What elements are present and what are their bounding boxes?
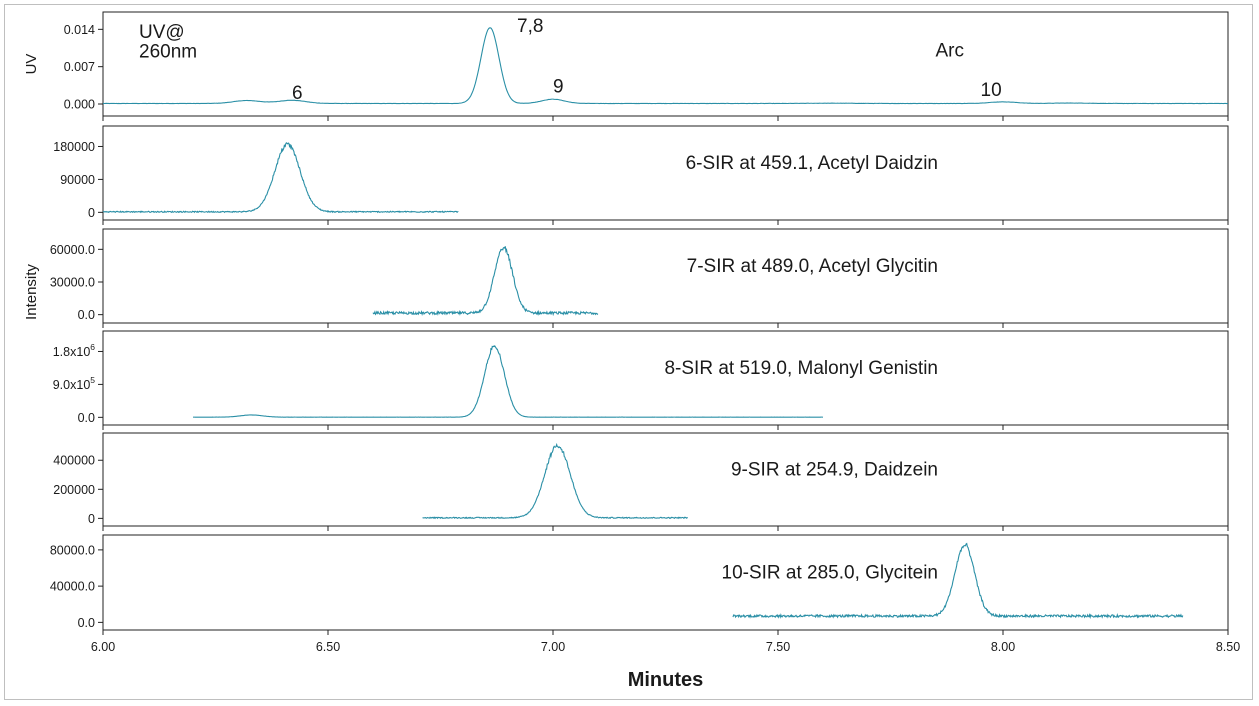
x-tick-label: 6.00 bbox=[91, 640, 115, 654]
panel-frame bbox=[102, 534, 1229, 631]
y-tick-label: 180000 bbox=[53, 140, 95, 154]
peak-annotation: 7,8 bbox=[517, 16, 543, 37]
x-tick-label: 6.50 bbox=[316, 640, 340, 654]
panel-frame bbox=[102, 11, 1229, 117]
y-tick-label: 60000.0 bbox=[50, 243, 95, 257]
panel-frame bbox=[102, 125, 1229, 221]
peak-annotation: 260nm bbox=[139, 42, 197, 63]
panel-label: 8-SIR at 519.0, Malonyl Genistin bbox=[664, 358, 938, 379]
trace-sir9 bbox=[422, 442, 688, 520]
trace-sir10 bbox=[732, 542, 1184, 620]
y-tick-label: 90000 bbox=[60, 173, 95, 187]
figure-frame bbox=[4, 4, 1253, 700]
y-tick-label: 0.0 bbox=[78, 616, 95, 630]
y-tick-label: 200000 bbox=[53, 483, 95, 497]
trace-sir6 bbox=[102, 142, 459, 214]
panel-sir6: 0 90000 180000 6-SIR at 459.1, Acetyl Daidz… bbox=[53, 125, 1229, 225]
y-tick-label: 0.007 bbox=[64, 60, 95, 74]
peak-annotation: 6 bbox=[292, 83, 303, 104]
y-tick-label: 400000 bbox=[53, 454, 95, 468]
panel-frame bbox=[102, 228, 1229, 324]
panel-frame bbox=[102, 432, 1229, 527]
y-tick-label: 0.000 bbox=[64, 98, 95, 112]
panel-sir10: 0.0 40000.0 80000.0 10-SIR at 285.0, Glycit… bbox=[50, 534, 1240, 654]
x-tick-label: 8.00 bbox=[991, 640, 1015, 654]
trace-sir7 bbox=[372, 246, 599, 317]
peak-annotation: UV@ bbox=[139, 22, 185, 43]
y-tick-label: 0.014 bbox=[64, 23, 95, 37]
panel-sir8: 0.0 9.0x105 1.8x106 8-SIR at 519.0, Malonyl… bbox=[53, 330, 1229, 430]
trace-sir8 bbox=[192, 344, 824, 418]
panel-uv: 0.000 0.007 0.014 UV UV@260nm 6 7,8 9 Arc 10 bbox=[23, 11, 1229, 121]
y-tick-label: 9.0x105 bbox=[53, 375, 96, 392]
y-tick-label: 30000.0 bbox=[50, 275, 95, 289]
panel-label: 9-SIR at 254.9, Daidzein bbox=[731, 460, 938, 481]
y-tick-label: 0 bbox=[88, 512, 95, 526]
x-axis-label: Minutes bbox=[628, 669, 704, 691]
y-tick-label: 0.0 bbox=[78, 411, 95, 425]
y-axis-label-uv: UV bbox=[23, 54, 40, 75]
peak-annotation: Arc bbox=[936, 41, 965, 62]
peak-annotation: 9 bbox=[553, 76, 564, 97]
x-tick-label: 7.00 bbox=[541, 640, 565, 654]
x-tick-label: 7.50 bbox=[766, 640, 790, 654]
y-tick-label: 0.0 bbox=[78, 308, 95, 322]
y-tick-label: 0 bbox=[88, 206, 95, 220]
y-tick-label: 1.8x106 bbox=[53, 342, 96, 359]
shared-y-axis-label: Intensity bbox=[23, 264, 40, 320]
x-tick-label: 8.50 bbox=[1216, 640, 1240, 654]
panel-frame bbox=[102, 330, 1229, 426]
panel-sir7: 0.0 30000.0 60000.0 7-SIR at 489.0, Acetyl … bbox=[50, 228, 1229, 328]
peak-annotation: 10 bbox=[981, 80, 1002, 101]
trace-uv bbox=[102, 27, 1229, 105]
panel-label: 7-SIR at 489.0, Acetyl Glycitin bbox=[687, 256, 938, 277]
y-tick-label: 40000.0 bbox=[50, 580, 95, 594]
panel-label: 10-SIR at 285.0, Glycitein bbox=[722, 563, 939, 584]
panel-sir9: 0 200000 400000 9-SIR at 254.9, Daidzein bbox=[53, 432, 1229, 531]
panel-label: 6-SIR at 459.1, Acetyl Daidzin bbox=[686, 153, 938, 174]
y-tick-label: 80000.0 bbox=[50, 543, 95, 557]
